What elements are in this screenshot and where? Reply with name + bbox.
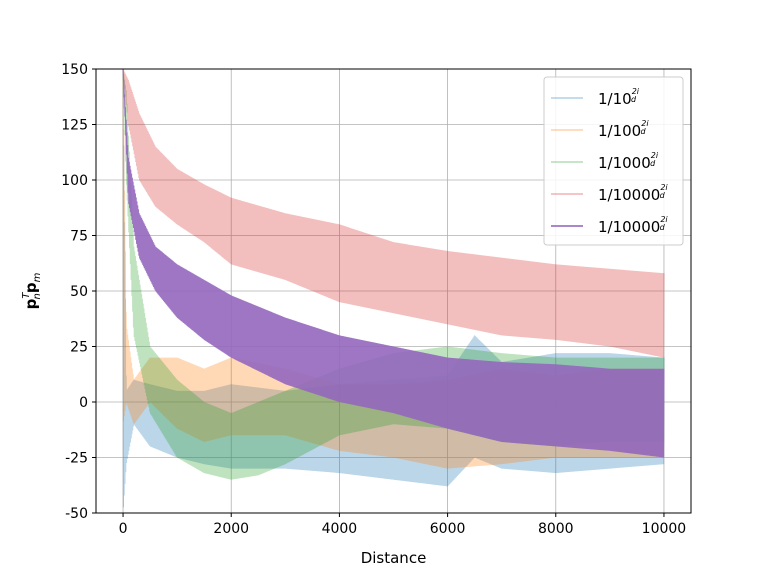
legend-label-4: 1/100002i d <box>598 215 668 236</box>
legend-box <box>543 76 684 246</box>
legend-label-exp-num: 2i <box>651 151 659 160</box>
series-line-3 <box>122 69 665 358</box>
legend-label-base: 1/100 <box>598 122 641 140</box>
x-tick-label: 2000 <box>213 521 249 537</box>
x-tick-label: 6000 <box>430 521 466 537</box>
y-tick-label: 100 <box>61 173 88 189</box>
y-axis-label-superscript: T <box>21 292 32 299</box>
legend-label-3: 1/100002i d <box>598 183 668 204</box>
svg-text:pTnpm: pTnpm <box>21 272 43 309</box>
legend-label-exp-den: d <box>660 191 666 200</box>
legend-label-base: 1/10 <box>598 90 632 108</box>
y-axis-label: pTnpm <box>21 272 43 309</box>
legend-label-exp-num: 2i <box>660 183 668 192</box>
legend-label-1: 1/1002i d <box>598 119 649 140</box>
y-tick-label: 75 <box>70 229 88 245</box>
x-tick-label: 4000 <box>322 521 358 537</box>
y-axis-label-subscript-n: n <box>32 293 43 299</box>
legend-label-exp-num: 2i <box>632 87 640 96</box>
series-line-4 <box>122 69 665 458</box>
legend-label-base: 1/10000 <box>598 186 660 204</box>
x-tick-label: 0 <box>119 521 128 537</box>
legend-label-base: 1/1000 <box>598 154 651 172</box>
y-tick-label: -50 <box>65 506 88 522</box>
x-tick-label: 10000 <box>642 521 687 537</box>
legend-label-base: 1/10000 <box>598 218 660 236</box>
x-tick-label: 8000 <box>538 521 574 537</box>
legend-label-exp-num: 2i <box>660 215 668 224</box>
legend-label-exp-den: d <box>631 95 637 104</box>
y-tick-label: 125 <box>61 118 88 134</box>
y-axis-label-p1: p <box>22 298 40 309</box>
y-tick-label: -25 <box>65 451 88 467</box>
legend-label-exp-den: d <box>650 159 656 168</box>
y-tick-label: 50 <box>70 284 88 300</box>
y-tick-label: 0 <box>79 395 88 411</box>
ticks: 0 2000 4000 6000 8000 10000 -50 -25 0 25 50 75 100 12… <box>61 62 686 537</box>
y-axis-label-p2: p <box>22 282 40 293</box>
legend-label-exp-den: d <box>641 127 647 136</box>
legend-label-2: 1/10002i d <box>598 151 659 172</box>
x-axis-label: Distance <box>361 549 427 567</box>
y-tick-label: 25 <box>70 340 88 356</box>
legend-label-0: 1/102i d <box>598 87 640 108</box>
y-tick-label: 150 <box>61 62 88 78</box>
series-layer <box>122 69 665 508</box>
y-axis-label-subscript-m: m <box>32 272 43 282</box>
legend-label-exp-den: d <box>660 223 666 232</box>
legend: 1/102i d1/1002i d1/10002i d1/100002i d1/1000… <box>543 76 684 246</box>
legend-label-exp-num: 2i <box>641 119 649 128</box>
